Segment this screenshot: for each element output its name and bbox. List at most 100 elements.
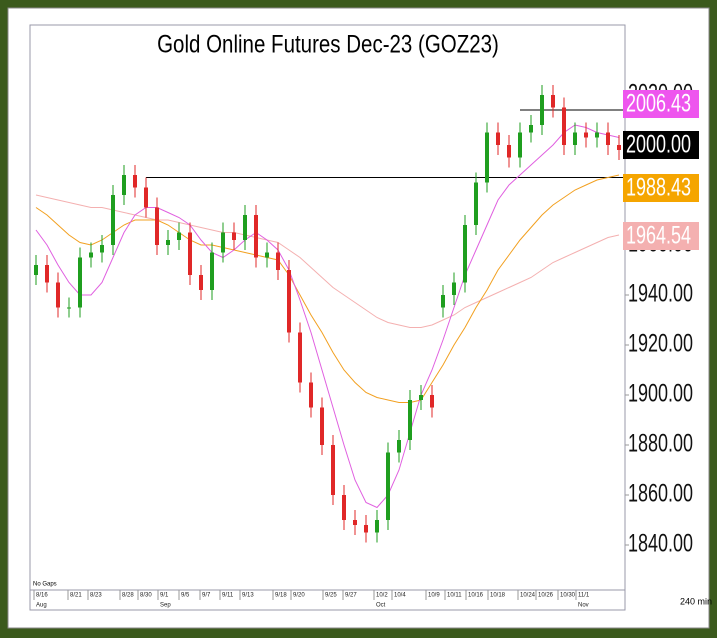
candle-body: [298, 332, 302, 383]
candle-body: [595, 132, 599, 138]
date-label: 8/28: [122, 593, 134, 599]
candle-body: [45, 265, 49, 283]
candle-body: [342, 495, 346, 520]
candle-body: [122, 175, 126, 195]
chart-title: Gold Online Futures Dec-23 (GOZ23): [157, 30, 499, 58]
candle-body: [364, 525, 368, 533]
candle-body: [353, 520, 357, 525]
candle-body: [430, 395, 434, 408]
candle-body: [254, 215, 258, 258]
candle-body: [474, 182, 478, 225]
value-tag-label: 2000.00: [626, 130, 691, 159]
date-label: 8/30: [140, 593, 152, 599]
candle-body: [309, 382, 313, 408]
month-label: Sep: [160, 603, 171, 609]
candle-body: [56, 282, 60, 308]
y-tick-label: 1940.00: [628, 279, 693, 308]
candle-body: [78, 257, 82, 308]
moving-average: [35, 124, 620, 509]
date-label: 8/21: [70, 593, 82, 599]
candle-body: [166, 240, 170, 245]
date-label: 10/24: [520, 593, 536, 599]
candle-body: [441, 295, 445, 308]
candle-body: [386, 452, 390, 520]
candle-body: [199, 275, 203, 290]
candle-body: [573, 132, 577, 145]
date-label: 10/16: [468, 593, 484, 599]
candle-body: [210, 252, 214, 290]
value-tag: [623, 174, 699, 202]
candle-body: [529, 125, 533, 133]
value-tag-label: 2006.43: [626, 89, 691, 118]
candle-body: [518, 132, 522, 158]
candle-body: [408, 400, 412, 440]
y-tick-label: 1900.00: [628, 379, 693, 408]
candle-body: [485, 132, 489, 183]
y-tick-label: 1840.00: [628, 529, 693, 558]
date-label: 9/7: [202, 593, 211, 599]
candle-body: [540, 95, 544, 125]
date-label: 9/18: [275, 593, 287, 599]
candle-body: [177, 232, 181, 240]
date-label: 10/30: [560, 593, 576, 599]
value-tag: [623, 131, 699, 159]
date-label: 10/11: [447, 593, 462, 599]
moving-average: [35, 174, 620, 403]
candle-body: [320, 407, 324, 445]
candle-body: [584, 132, 588, 138]
date-label: 10/4: [394, 593, 406, 599]
y-tick-label: 1920.00: [628, 329, 693, 358]
candle-body: [155, 207, 159, 245]
moving-average: [35, 194, 620, 328]
candle-body: [287, 270, 291, 333]
date-label: 9/11: [222, 593, 234, 599]
candle-body: [397, 440, 401, 453]
date-label: 9/13: [242, 593, 254, 599]
value-tag: [623, 90, 699, 118]
panel: [7, 7, 710, 629]
candle-body: [463, 225, 467, 283]
candle-body: [507, 145, 511, 158]
candle-body: [111, 195, 115, 245]
candle-body: [144, 187, 148, 208]
candle-body: [496, 132, 500, 145]
date-label: 10/26: [538, 593, 554, 599]
value-tag-label: 1988.43: [626, 173, 691, 202]
candle-body: [232, 232, 236, 240]
date-label: 9/5: [181, 593, 190, 599]
candle-body: [34, 265, 38, 275]
month-label: Aug: [36, 603, 47, 609]
candle-body: [67, 307, 71, 309]
candle-body: [276, 252, 280, 270]
date-label: 9/25: [325, 593, 337, 599]
candle-body: [562, 107, 566, 145]
date-label: 8/23: [90, 593, 102, 599]
date-label: 11/1: [578, 593, 590, 599]
candle-body: [133, 175, 137, 188]
candle-body: [221, 232, 225, 253]
date-label: 10/2: [376, 593, 388, 599]
month-label: Oct: [376, 603, 386, 609]
candle-body: [89, 252, 93, 258]
value-tag: [623, 222, 699, 250]
date-label: 10/18: [490, 593, 506, 599]
candle-body: [243, 215, 247, 240]
candle-body: [331, 445, 335, 495]
candle-body: [265, 252, 269, 258]
date-label: 9/1: [160, 593, 169, 599]
candle-body: [100, 245, 104, 253]
candle-body: [188, 232, 192, 275]
candle-body: [452, 282, 456, 295]
date-label: 9/20: [293, 593, 305, 599]
interval: 240 min: [680, 596, 712, 606]
candle-body: [551, 95, 555, 108]
date-label: 9/27: [345, 593, 357, 599]
y-tick-label: 1880.00: [628, 429, 693, 458]
candle-body: [606, 132, 610, 145]
candle-body: [617, 145, 621, 150]
date-label: 10/9: [428, 593, 440, 599]
date-label: 8/16: [36, 593, 48, 599]
candle-body: [375, 520, 379, 533]
note: No Gaps: [33, 582, 57, 588]
